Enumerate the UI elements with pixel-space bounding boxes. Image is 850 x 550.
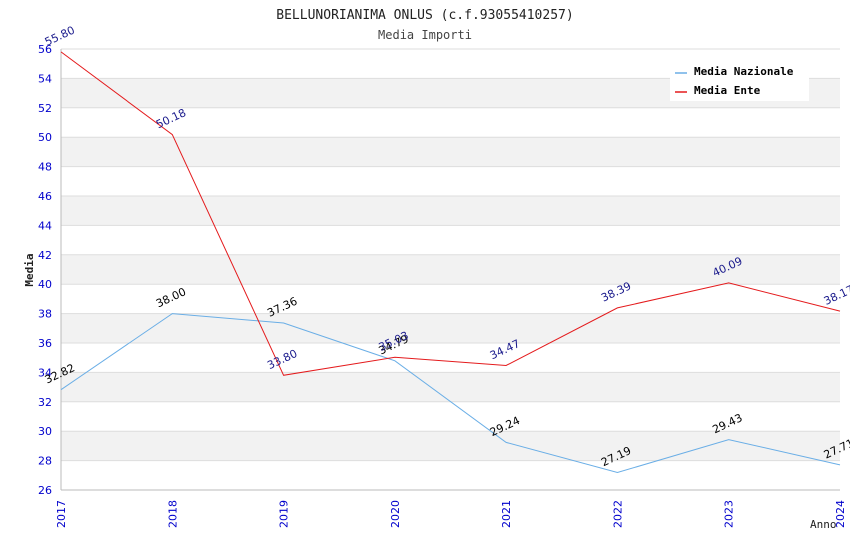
y-tick-label: 26 [38,484,52,497]
x-tick-label: 2023 [723,500,736,528]
y-tick-label: 30 [38,425,52,438]
series-lines [60,51,841,474]
legend-box [670,61,809,101]
grid-band [61,254,840,285]
y-tick-label: 54 [38,72,52,85]
y-tick-label: 42 [38,249,52,262]
x-tick-label: 2019 [278,500,291,528]
chart-subtitle: Media Importi [378,28,472,42]
y-tick-label: 40 [38,278,52,291]
data-label: 38.00 [154,285,188,310]
grid-band [61,196,840,226]
legend-label-media-nazionale: Media Nazionale [694,65,794,78]
y-tick-label: 28 [38,455,52,468]
y-tick-label: 34 [38,366,52,379]
grid-band [61,372,840,402]
y-tick-label: 50 [38,131,52,144]
x-tick-label: 2018 [166,500,179,528]
x-tick-label: 2020 [389,500,402,528]
data-label: 55.80 [43,24,77,49]
data-label: 38.17 [822,283,850,308]
y-tick-label: 44 [38,219,52,232]
x-tick-label: 2024 [834,500,847,528]
x-axis-label: Anno [810,518,837,531]
chart-title: BELLUNORIANIMA ONLUS (c.f.93055410257) [276,8,573,23]
data-label: 50.18 [154,106,188,131]
series-line-0 [60,313,841,474]
grid-band [61,137,840,167]
x-tick-label: 2021 [500,500,513,528]
y-tick-labels: 26 28 30 32 34 36 38 40 42 44 46 48 50 52 54 56 [38,43,52,497]
grid-band [61,313,840,343]
y-axis-label: Media [23,253,36,286]
y-tick-label: 56 [38,43,52,56]
x-tick-label: 2022 [611,500,624,528]
y-tick-label: 48 [38,161,52,174]
legend: Media Nazionale Media Ente [670,61,809,101]
grid-bands [61,78,840,461]
x-tick-label: 2017 [55,500,68,528]
y-tick-label: 32 [38,396,52,409]
grid-band [61,431,840,461]
data-label: 33.80 [265,347,299,372]
y-tick-label: 52 [38,102,52,115]
series-line-1 [60,51,841,376]
y-tick-label: 46 [38,190,52,203]
x-tick-labels: 2017 2018 2019 2020 2021 2022 2023 2024 [55,500,847,528]
legend-label-media-ente: Media Ente [694,84,761,97]
y-tick-label: 38 [38,308,52,321]
y-tick-label: 36 [38,337,52,350]
